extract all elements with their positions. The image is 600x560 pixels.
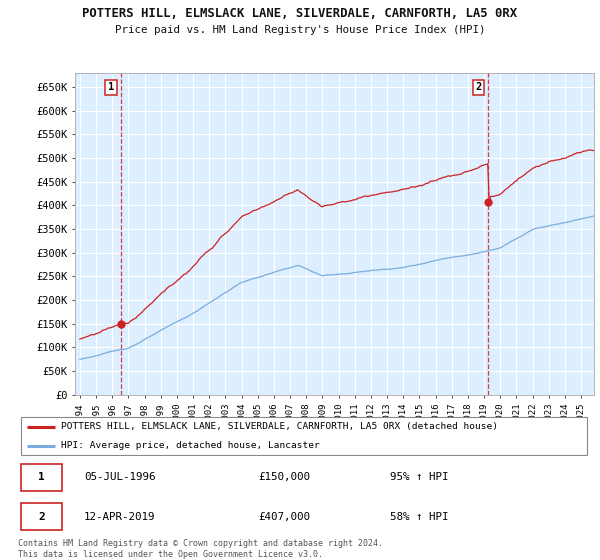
FancyBboxPatch shape <box>21 417 587 455</box>
Text: HPI: Average price, detached house, Lancaster: HPI: Average price, detached house, Lanc… <box>61 441 320 450</box>
Text: Contains HM Land Registry data © Crown copyright and database right 2024.: Contains HM Land Registry data © Crown c… <box>18 539 383 548</box>
Text: This data is licensed under the Open Government Licence v3.0.: This data is licensed under the Open Gov… <box>18 550 323 559</box>
Text: 1: 1 <box>38 472 45 482</box>
Text: 1: 1 <box>108 82 115 92</box>
Text: POTTERS HILL, ELMSLACK LANE, SILVERDALE, CARNFORTH, LA5 0RX (detached house): POTTERS HILL, ELMSLACK LANE, SILVERDALE,… <box>61 422 498 431</box>
Text: 58% ↑ HPI: 58% ↑ HPI <box>391 512 449 522</box>
FancyBboxPatch shape <box>21 503 62 530</box>
Text: POTTERS HILL, ELMSLACK LANE, SILVERDALE, CARNFORTH, LA5 0RX: POTTERS HILL, ELMSLACK LANE, SILVERDALE,… <box>82 7 518 20</box>
Text: 95% ↑ HPI: 95% ↑ HPI <box>391 472 449 482</box>
Text: 12-APR-2019: 12-APR-2019 <box>84 512 155 522</box>
Text: Price paid vs. HM Land Registry's House Price Index (HPI): Price paid vs. HM Land Registry's House … <box>115 25 485 35</box>
Text: £407,000: £407,000 <box>259 512 311 522</box>
Text: 2: 2 <box>38 512 45 522</box>
Text: 05-JUL-1996: 05-JUL-1996 <box>84 472 155 482</box>
Text: 2: 2 <box>476 82 482 92</box>
Text: £150,000: £150,000 <box>259 472 311 482</box>
FancyBboxPatch shape <box>21 464 62 491</box>
